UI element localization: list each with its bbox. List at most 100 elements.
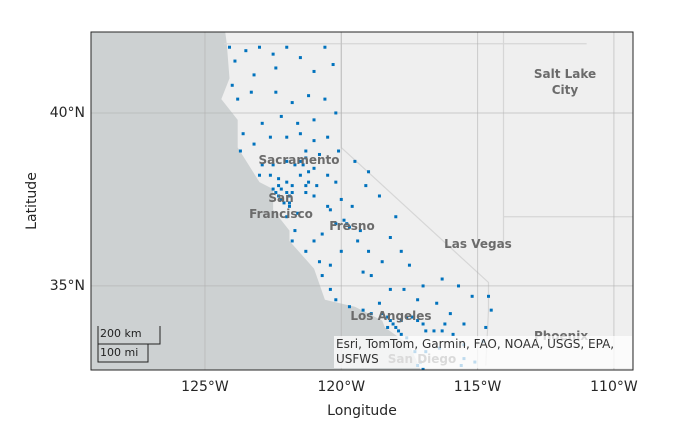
- point: [337, 149, 341, 153]
- point: [328, 208, 332, 212]
- point: [279, 197, 283, 201]
- point: [285, 215, 289, 219]
- point: [304, 184, 308, 188]
- point: [285, 135, 289, 139]
- point: [421, 322, 425, 326]
- point: [345, 222, 349, 226]
- point: [274, 90, 278, 94]
- y-tick-label: 35°N: [50, 278, 85, 294]
- point: [244, 49, 248, 53]
- point: [377, 194, 381, 198]
- point: [440, 277, 444, 281]
- point: [312, 239, 316, 243]
- point: [304, 149, 308, 153]
- point: [347, 305, 351, 309]
- point: [317, 260, 321, 264]
- point: [323, 45, 327, 49]
- point: [334, 222, 338, 226]
- point: [230, 83, 234, 87]
- point: [487, 294, 491, 298]
- point: [399, 319, 403, 323]
- point: [285, 45, 289, 49]
- x-tick-label: 120°W: [317, 379, 365, 395]
- point: [386, 325, 390, 329]
- point: [367, 170, 371, 174]
- point: [334, 111, 338, 115]
- point: [293, 163, 297, 167]
- point: [260, 121, 264, 125]
- point: [260, 163, 264, 167]
- point: [388, 319, 392, 323]
- point: [236, 97, 240, 101]
- point: [268, 173, 272, 177]
- point: [312, 69, 316, 73]
- point: [347, 225, 351, 229]
- point: [369, 274, 373, 278]
- point: [271, 52, 275, 56]
- x-tick-label: 110°W: [590, 379, 638, 395]
- point: [435, 301, 439, 305]
- point: [290, 191, 294, 195]
- map-label: Las Vegas: [444, 237, 512, 251]
- point: [405, 315, 409, 319]
- map-label: Salt Lake City: [533, 67, 597, 97]
- map-label: Los Angeles: [350, 309, 432, 323]
- point: [424, 329, 428, 333]
- point: [397, 329, 401, 333]
- point: [328, 263, 332, 267]
- point: [443, 322, 447, 326]
- point: [440, 329, 444, 333]
- point: [282, 201, 286, 205]
- y-tick-label: 40°N: [50, 105, 85, 121]
- point: [331, 63, 335, 67]
- point: [285, 191, 289, 195]
- point: [312, 194, 316, 198]
- point: [369, 312, 373, 316]
- point: [328, 287, 332, 291]
- x-axis-label: Longitude: [327, 403, 397, 419]
- point: [388, 235, 392, 239]
- point: [451, 332, 455, 336]
- point: [367, 249, 371, 253]
- point: [287, 204, 291, 208]
- point: [380, 260, 384, 264]
- map: [91, 32, 633, 370]
- point: [298, 132, 302, 136]
- point: [301, 163, 305, 167]
- point: [290, 239, 294, 243]
- point: [298, 56, 302, 60]
- point: [334, 180, 338, 184]
- scale-bar: [97, 344, 149, 363]
- point: [399, 249, 403, 253]
- point: [320, 232, 324, 236]
- point: [277, 184, 281, 188]
- point: [287, 194, 291, 198]
- point: [312, 166, 316, 170]
- point: [416, 298, 420, 302]
- map-label: Sacramento: [258, 153, 340, 167]
- y-axis-label: Latitude: [24, 172, 40, 230]
- point: [307, 180, 311, 184]
- point: [304, 156, 308, 160]
- point: [296, 121, 300, 125]
- point: [285, 180, 289, 184]
- point: [296, 211, 300, 215]
- scale-label: 200 km: [100, 327, 142, 340]
- point: [298, 173, 302, 177]
- point: [304, 191, 308, 195]
- point: [287, 201, 291, 205]
- scale-label: 100 mi: [100, 346, 139, 359]
- point: [290, 184, 294, 188]
- point: [257, 173, 261, 177]
- point: [326, 135, 330, 139]
- point: [277, 177, 281, 181]
- point: [312, 118, 316, 122]
- point: [279, 114, 283, 118]
- point: [326, 173, 330, 177]
- x-tick-label: 115°W: [454, 379, 502, 395]
- point: [304, 249, 308, 253]
- point: [227, 45, 231, 49]
- point: [388, 287, 392, 291]
- point: [356, 239, 360, 243]
